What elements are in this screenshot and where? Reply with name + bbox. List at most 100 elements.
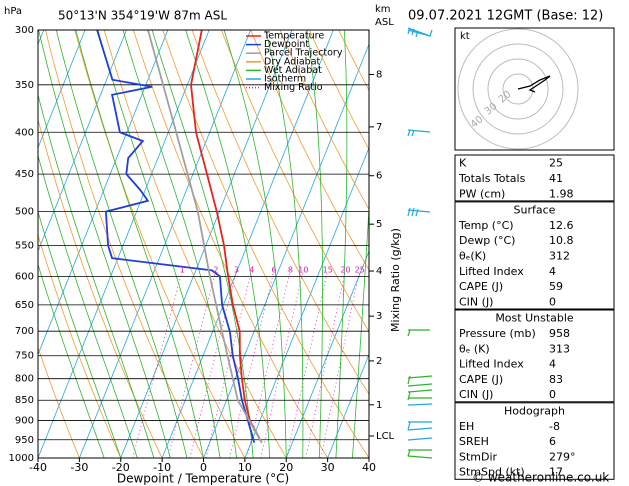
table-label: StmSpd (kt) <box>459 466 525 479</box>
mixing-ratio-line <box>205 270 253 458</box>
y-tick-label: 550 <box>15 240 34 251</box>
plot-area <box>0 30 629 458</box>
table-value: 10.8 <box>549 234 574 247</box>
table-label: Lifted Index <box>459 265 524 278</box>
isotherm <box>38 30 127 253</box>
ring <box>502 73 534 105</box>
y-tick-label: 350 <box>15 80 34 91</box>
y-tick-label: 850 <box>15 395 34 406</box>
table-label: K <box>459 157 467 170</box>
dry-adiabat <box>427 30 629 458</box>
mixing-ratio-label: 3 <box>234 266 239 275</box>
table-value: 0 <box>549 388 556 401</box>
table-title: Hodograph <box>504 404 565 417</box>
pressure-unit: hPa <box>4 6 22 17</box>
height-tick-label: 4 <box>376 266 382 277</box>
dry-adiabat <box>103 30 287 458</box>
legend-label: Mixing Ratio <box>264 82 323 93</box>
ring-label: 40 <box>469 114 486 131</box>
height-tick-label: 1 <box>376 400 382 411</box>
location: 50°13'N 354°19'W 87m ASL <box>58 9 227 23</box>
mixing-ratio-label: 15 <box>323 266 333 275</box>
mixing-ratio-line <box>305 270 346 458</box>
wet-adiabat <box>38 30 171 458</box>
mixing-ratio-line <box>167 270 217 458</box>
y-tick-label: 1000 <box>9 453 34 464</box>
legend-label: Dewpoint <box>264 39 309 50</box>
table-value: 41 <box>549 172 563 185</box>
isotherm <box>38 30 86 149</box>
hodograph-unit: kt <box>460 31 470 42</box>
hodograph-frame <box>454 27 615 151</box>
x-tick-label: -30 <box>70 461 88 474</box>
dry-adiabat <box>279 30 369 211</box>
height-tick-label: 2 <box>376 356 382 367</box>
height-tick-label: 8 <box>376 69 382 80</box>
dry-adiabat <box>38 346 80 458</box>
table-label: EH <box>459 420 474 433</box>
table-label: SREH <box>459 435 489 448</box>
barb <box>407 207 431 217</box>
dry-adiabat <box>133 30 328 458</box>
date: 09.07.2021 12GMT (Base: 12) <box>408 9 603 24</box>
table-label: CAPE (J) <box>459 280 503 293</box>
ring-label: 30 <box>483 101 500 118</box>
height-tick-label: 3 <box>376 311 382 322</box>
index-tables: K 25 Totals Totals 41 PW (cm) 1.98 SurfaceTemp… <box>454 154 615 480</box>
y-tick-label: 950 <box>15 435 34 446</box>
wet-adiabat <box>38 93 155 458</box>
legend-label: Isotherm <box>264 74 306 85</box>
profile-line <box>190 30 263 444</box>
isotherm <box>0 30 2 458</box>
table-label: PW (cm) <box>459 187 505 200</box>
x-tick-label: 10 <box>238 461 252 474</box>
wet-adiabat <box>335 30 348 458</box>
mixing-ratio-line <box>132 270 183 458</box>
height-ref: ASL <box>375 17 394 28</box>
table-value: 0 <box>549 295 556 308</box>
dry-adiabat <box>250 30 369 271</box>
table-label: Lifted Index <box>459 358 524 371</box>
x-tick-label: 40 <box>362 461 376 474</box>
table-label: CIN (J) <box>459 388 493 401</box>
wet-adiabat <box>151 30 254 458</box>
table-title: Most Unstable <box>495 312 574 325</box>
legend-label: Wet Adiabat <box>264 65 322 76</box>
wet-adiabat <box>223 30 287 458</box>
y-tick-label: 500 <box>15 207 34 218</box>
ring-label: 20 <box>497 89 514 106</box>
x-tick-label: -40 <box>29 461 47 474</box>
wind-barbs <box>407 27 433 459</box>
x-tick-label: 30 <box>321 461 335 474</box>
legend-label: Temperature <box>263 31 324 42</box>
table-value: 313 <box>549 342 570 355</box>
mixing-ratio-label: 20 <box>340 266 350 275</box>
y-tick-label: 750 <box>15 351 34 362</box>
mixing-ratio-label: 25 <box>355 266 365 275</box>
mixing-ratio-label: 2 <box>213 266 218 275</box>
profile-line <box>147 30 263 444</box>
isotherm <box>285 250 369 458</box>
table-value: 4 <box>549 358 556 371</box>
y-tick-label: 400 <box>15 127 34 138</box>
y-tick-label: 700 <box>15 326 34 337</box>
table-label: StmDir <box>459 450 498 463</box>
table-label: CIN (J) <box>459 295 493 308</box>
barb <box>407 329 430 337</box>
mixing-ratio-line <box>229 270 275 458</box>
barb <box>407 27 431 38</box>
hodograph-trace <box>517 75 551 93</box>
table-value: 4 <box>549 265 556 278</box>
table-label: Temp (°C) <box>458 219 514 232</box>
table-value: 6 <box>549 435 556 448</box>
table-value: 59 <box>549 280 563 293</box>
dry-adiabat <box>603 30 629 458</box>
y-tick-label: 900 <box>15 416 34 427</box>
table-value: 17 <box>549 466 563 479</box>
wet-adiabat <box>185 30 271 458</box>
mixing-ratio-line <box>286 270 328 458</box>
mixing-ratio-label: 1 <box>180 266 185 275</box>
y-tick-label: 300 <box>15 25 34 36</box>
table-value: 83 <box>549 373 563 386</box>
